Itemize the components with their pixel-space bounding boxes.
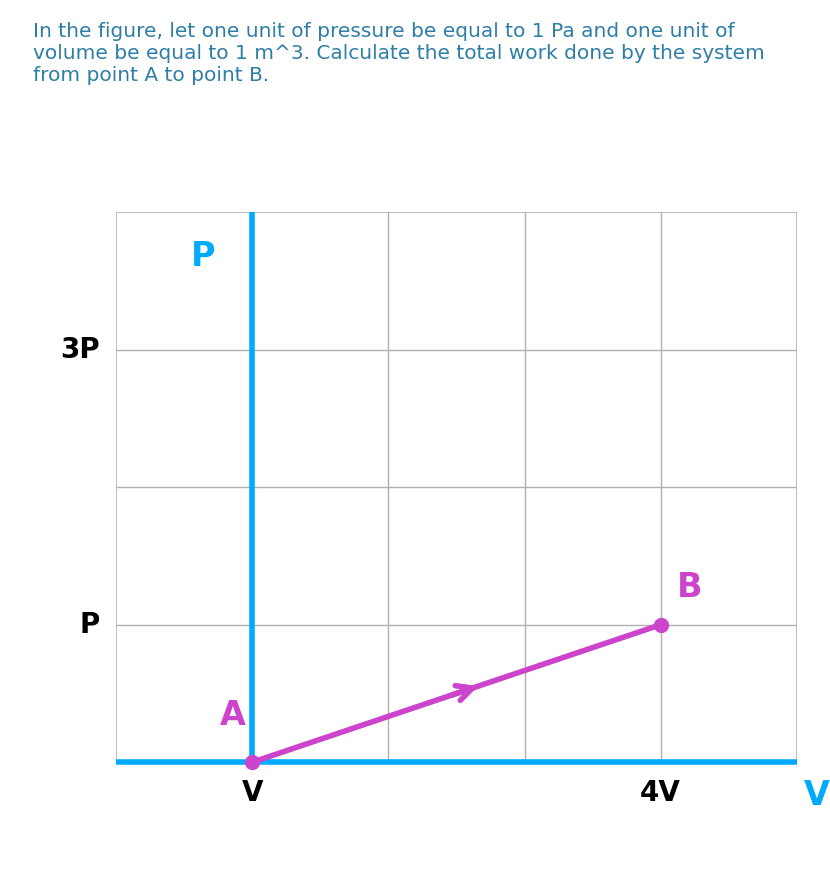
Text: 4V: 4V [640,779,681,807]
Text: P: P [191,240,216,272]
Point [246,755,259,769]
Text: V: V [242,779,263,807]
Text: A: A [220,699,246,732]
Bar [116,212,797,762]
Text: In the figure, let one unit of pressure be equal to 1 Pa and one unit of
volume : In the figure, let one unit of pressure … [33,22,765,85]
Point [654,618,667,632]
Text: 3P: 3P [61,336,100,363]
Text: P: P [80,611,100,639]
Text: B: B [677,571,702,604]
Text: V: V [803,779,829,812]
